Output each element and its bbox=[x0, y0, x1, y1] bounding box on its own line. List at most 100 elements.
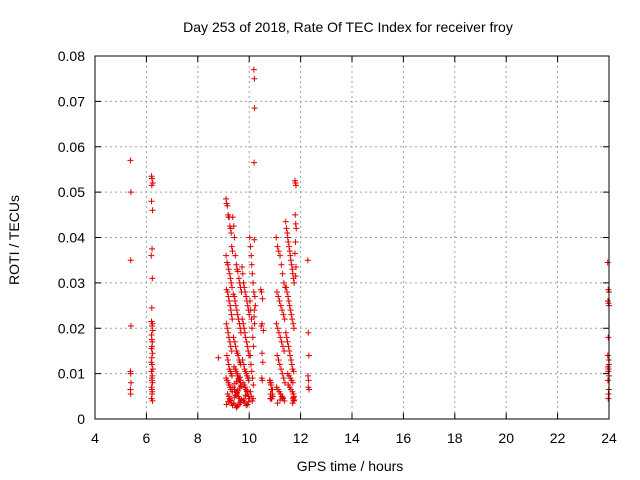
data-points bbox=[127, 66, 612, 411]
data-point bbox=[281, 397, 288, 404]
data-point bbox=[250, 395, 257, 402]
data-point bbox=[287, 252, 294, 259]
data-point bbox=[228, 229, 235, 236]
data-point bbox=[269, 391, 276, 398]
x-tick-label: 22 bbox=[550, 430, 566, 446]
data-point bbox=[246, 311, 253, 318]
data-point bbox=[149, 379, 156, 386]
data-point bbox=[244, 387, 251, 394]
data-point bbox=[233, 404, 240, 411]
y-tick-label: 0.03 bbox=[58, 275, 85, 291]
data-point bbox=[290, 320, 297, 327]
data-point bbox=[278, 338, 285, 345]
data-point bbox=[252, 302, 259, 309]
data-point bbox=[244, 302, 251, 309]
data-point bbox=[235, 275, 242, 282]
y-tick-label: 0.06 bbox=[58, 139, 85, 155]
data-point bbox=[127, 391, 134, 398]
data-point bbox=[259, 359, 266, 366]
data-point bbox=[605, 334, 612, 341]
data-point bbox=[275, 357, 282, 364]
data-point bbox=[273, 234, 280, 241]
data-point bbox=[274, 352, 281, 359]
data-point bbox=[284, 229, 291, 236]
data-point bbox=[242, 392, 249, 399]
data-point bbox=[224, 202, 231, 209]
data-point bbox=[148, 354, 155, 361]
data-point bbox=[223, 320, 230, 327]
data-point bbox=[277, 252, 284, 259]
data-point bbox=[224, 325, 231, 332]
data-point bbox=[251, 320, 258, 327]
data-point bbox=[258, 288, 265, 295]
data-point bbox=[243, 402, 250, 409]
data-point bbox=[291, 396, 298, 403]
data-point bbox=[245, 398, 252, 405]
data-point bbox=[305, 352, 312, 359]
data-point bbox=[237, 383, 244, 390]
y-axis-label: ROTI / TECUs bbox=[6, 195, 22, 285]
data-point bbox=[224, 288, 231, 295]
data-point bbox=[148, 198, 155, 205]
data-point bbox=[230, 334, 237, 341]
data-point bbox=[283, 334, 290, 341]
data-point bbox=[279, 270, 286, 277]
data-point bbox=[148, 304, 155, 311]
data-point bbox=[239, 270, 246, 277]
data-point bbox=[249, 325, 256, 332]
data-point bbox=[291, 279, 298, 286]
x-tick-label: 10 bbox=[241, 430, 257, 446]
data-point bbox=[233, 261, 240, 268]
data-point bbox=[287, 257, 294, 264]
data-point bbox=[284, 234, 291, 241]
data-point bbox=[247, 243, 254, 250]
data-point bbox=[284, 338, 291, 345]
data-point bbox=[227, 225, 234, 232]
data-point bbox=[279, 394, 286, 401]
data-point bbox=[283, 288, 290, 295]
data-point bbox=[230, 223, 237, 230]
data-point bbox=[286, 243, 293, 250]
data-point bbox=[276, 361, 283, 368]
data-point bbox=[225, 361, 232, 368]
data-point bbox=[276, 329, 283, 336]
data-point bbox=[305, 329, 312, 336]
data-point bbox=[292, 220, 299, 227]
data-point bbox=[604, 377, 611, 384]
data-point bbox=[246, 234, 253, 241]
data-point bbox=[305, 372, 312, 379]
data-point bbox=[127, 379, 134, 386]
data-point bbox=[292, 263, 299, 270]
data-point bbox=[244, 401, 251, 408]
data-point bbox=[241, 396, 248, 403]
data-point bbox=[247, 388, 254, 395]
data-point bbox=[273, 288, 280, 295]
data-point bbox=[148, 368, 155, 375]
data-point bbox=[274, 243, 281, 250]
data-point bbox=[148, 345, 155, 352]
data-point bbox=[277, 334, 284, 341]
data-point bbox=[227, 275, 234, 282]
data-point bbox=[228, 279, 235, 286]
data-point bbox=[246, 298, 253, 305]
data-point bbox=[248, 252, 255, 259]
data-point bbox=[604, 259, 611, 266]
data-point bbox=[243, 338, 250, 345]
data-point bbox=[251, 313, 258, 320]
data-point bbox=[288, 311, 295, 318]
data-point bbox=[277, 302, 284, 309]
data-point bbox=[240, 361, 247, 368]
data-point bbox=[291, 250, 298, 257]
data-point bbox=[281, 316, 288, 323]
data-point bbox=[283, 225, 290, 232]
data-point bbox=[292, 239, 299, 246]
data-point bbox=[148, 252, 155, 259]
y-tick-label: 0.08 bbox=[58, 48, 85, 64]
data-point bbox=[604, 352, 611, 359]
axis-ticks: 4 6 8 10 12 14 16 18 20 22 24 0 0.01 0.02 0.03 0.04 0.05… bbox=[58, 48, 617, 446]
data-point bbox=[242, 288, 249, 295]
data-point bbox=[229, 316, 236, 323]
data-point bbox=[149, 327, 156, 334]
grid-lines bbox=[95, 56, 609, 419]
